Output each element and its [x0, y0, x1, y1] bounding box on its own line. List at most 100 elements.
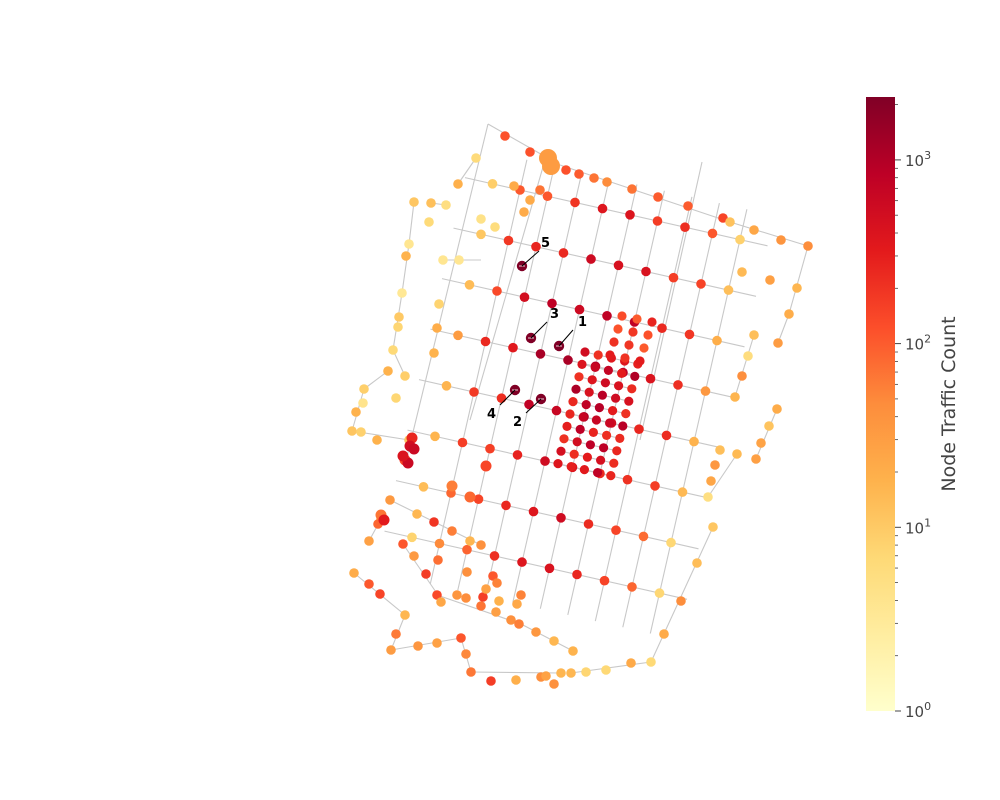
traffic-node [641, 266, 651, 277]
traffic-node [653, 192, 663, 202]
traffic-node [652, 216, 663, 226]
colorbar-gradient [866, 97, 895, 711]
traffic-node [715, 445, 725, 455]
traffic-node [599, 575, 610, 586]
traffic-node [429, 348, 439, 358]
traffic-node [591, 415, 602, 425]
traffic-node [657, 323, 667, 334]
road-segment [363, 370, 389, 390]
colorbar: 100 101 102 103 Node Traffic Count [866, 97, 960, 721]
traffic-node [516, 590, 526, 600]
traffic-node [480, 460, 492, 472]
traffic-node [471, 153, 481, 163]
traffic-node [501, 500, 511, 511]
traffic-node [749, 330, 759, 340]
traffic-node [588, 427, 599, 437]
traffic-node [351, 407, 361, 417]
traffic-node [432, 590, 442, 600]
traffic-node [586, 254, 596, 264]
traffic-node [462, 544, 472, 555]
traffic-node [575, 424, 585, 434]
traffic-node [737, 267, 747, 277]
traffic-node [488, 571, 498, 581]
traffic-node [358, 398, 368, 408]
traffic-node [749, 225, 759, 235]
road-segment [777, 313, 790, 344]
traffic-node [519, 207, 529, 217]
traffic-node [409, 197, 419, 207]
road-segment [567, 190, 665, 616]
traffic-node [478, 592, 488, 602]
traffic-node [565, 409, 575, 419]
road-segment [429, 159, 528, 585]
traffic-node [570, 197, 580, 208]
traffic-node [606, 471, 616, 481]
traffic-node [792, 283, 802, 293]
road-segment [484, 171, 583, 597]
traffic-node [572, 569, 582, 580]
traffic-node [476, 601, 486, 611]
traffic-node [639, 343, 649, 353]
road-segment [707, 453, 738, 498]
annotation-1: 1 [558, 315, 587, 347]
traffic-node [692, 558, 702, 568]
traffic-node [622, 474, 633, 485]
traffic-node [553, 459, 563, 469]
traffic-node [684, 329, 695, 340]
traffic-node [375, 589, 385, 599]
traffic-node [544, 563, 555, 574]
road-segment [520, 623, 574, 652]
traffic-node [562, 421, 572, 431]
traffic-node [558, 248, 569, 258]
traffic-node [630, 371, 640, 381]
traffic-node [418, 482, 429, 492]
traffic-node [404, 239, 414, 249]
traffic-node [434, 538, 445, 549]
road-segment [594, 196, 693, 622]
traffic-node [668, 272, 679, 283]
colorbar-tick-label: 103 [905, 149, 931, 170]
traffic-nodes [347, 131, 813, 689]
annotation-3: 3 [530, 307, 559, 339]
road-segment [755, 408, 778, 460]
traffic-node [476, 540, 486, 550]
traffic-node [394, 312, 404, 322]
traffic-node [593, 468, 603, 478]
traffic-node [412, 509, 422, 519]
traffic-node [596, 455, 606, 465]
traffic-node [654, 588, 665, 598]
traffic-node [496, 393, 507, 404]
traffic-node [647, 317, 657, 327]
traffic-node [511, 675, 521, 685]
traffic-node [434, 299, 444, 309]
colorbar-tick-label: 100 [905, 700, 931, 721]
traffic-node [680, 222, 690, 232]
traffic-node [413, 641, 423, 651]
traffic-node [551, 405, 562, 416]
traffic-node [732, 449, 742, 459]
traffic-node [620, 353, 630, 363]
traffic-node [485, 443, 495, 454]
traffic-node [378, 514, 390, 526]
traffic-node [461, 649, 471, 659]
traffic-node [628, 327, 638, 337]
traffic-node [574, 372, 584, 382]
traffic-node [446, 480, 458, 492]
traffic-node [421, 569, 431, 579]
road-segment [402, 543, 439, 596]
traffic-node [605, 350, 615, 360]
traffic-node [528, 506, 539, 517]
traffic-node [531, 241, 541, 252]
traffic-node [476, 214, 486, 224]
traffic-node [765, 275, 775, 285]
road-segment [404, 123, 489, 466]
traffic-node [581, 400, 591, 410]
traffic-node [626, 658, 636, 668]
traffic-node [666, 537, 676, 548]
traffic-node [605, 418, 615, 428]
traffic-node [393, 322, 403, 332]
traffic-node [627, 184, 637, 194]
traffic-node [429, 517, 439, 527]
traffic-node [764, 421, 774, 431]
traffic-node [457, 437, 468, 448]
